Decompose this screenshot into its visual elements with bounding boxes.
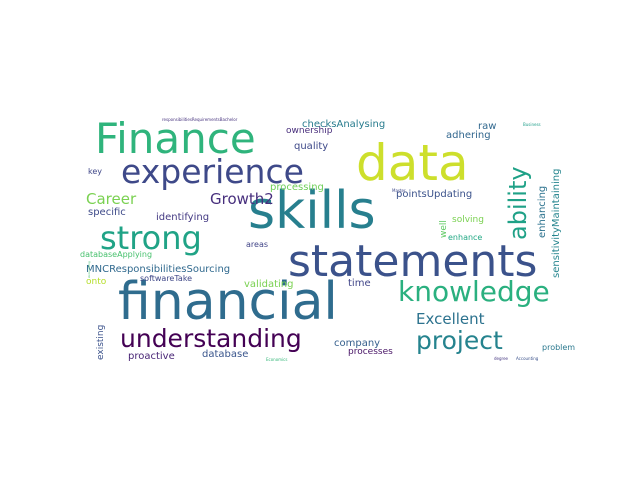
word-raw: raw: [478, 121, 497, 132]
word-areas: areas: [246, 240, 269, 249]
word-proactive: proactive: [128, 351, 175, 362]
word-economics: Economics: [266, 357, 288, 362]
word-knowledge: knowledge: [398, 275, 550, 308]
word-adhering: adhering: [446, 130, 491, 141]
word-quality: quality: [294, 141, 329, 152]
word-time: time: [348, 278, 371, 289]
word-cloud: data skills financial statements Finance…: [80, 118, 576, 368]
word-business: Business: [523, 122, 541, 127]
word-strong: strong: [100, 219, 202, 257]
word-key: key: [88, 167, 103, 176]
word-data: data: [356, 134, 469, 192]
word-pointsupdating: pointsUpdating: [396, 189, 473, 200]
word-processes: processes: [348, 347, 393, 357]
word-experience: experience: [121, 152, 304, 191]
word-degree: degree: [494, 356, 509, 361]
word-enhancing: enhancing: [537, 185, 548, 238]
word-excellent: Excellent: [416, 310, 485, 328]
word-processing: processing: [270, 182, 324, 193]
word-project: project: [416, 326, 503, 355]
word-checksanalysing: checksAnalysing: [302, 119, 386, 130]
word-softwaretake: softwareTake: [140, 274, 193, 283]
word-identifying: identifying: [156, 212, 210, 223]
word-ability: ability: [504, 166, 532, 240]
word-databaseapplying: databaseApplying: [80, 250, 153, 259]
word-well: well: [439, 220, 449, 238]
word-onto: onto: [86, 277, 107, 287]
word-existing: existing: [96, 324, 106, 360]
word-database: database: [202, 349, 249, 360]
word-accounting-small: Accounting: [87, 261, 91, 278]
word-skills: skills: [248, 181, 376, 241]
word-statements: statements: [288, 236, 538, 287]
word-validating: validating: [244, 279, 294, 290]
word-company: company: [334, 338, 381, 349]
word-ownership: ownership: [286, 126, 333, 136]
word-growth2: Growth2: [210, 190, 274, 208]
word-enhance: enhance: [448, 233, 483, 242]
word-solving: solving: [452, 215, 484, 225]
word-problem: problem: [542, 343, 576, 352]
word-responsibilitiesrequirementsbachelor: responsibilitiesRequirementsBachelor: [162, 117, 238, 122]
word-sensitivitymaintaining: sensitivityMaintaining: [551, 168, 562, 278]
word-understanding: understanding: [120, 324, 302, 353]
word-specific: specific: [88, 207, 126, 218]
word-mncresponsibilitiessourcing: MNCResponsibilitiesSourcing: [86, 264, 231, 275]
word-accounting: Accounting: [516, 356, 539, 361]
word-financial: financial: [118, 272, 338, 332]
word-master: Master: [392, 188, 406, 193]
word-career: Career: [86, 190, 137, 208]
word-finance: Finance: [95, 114, 256, 163]
